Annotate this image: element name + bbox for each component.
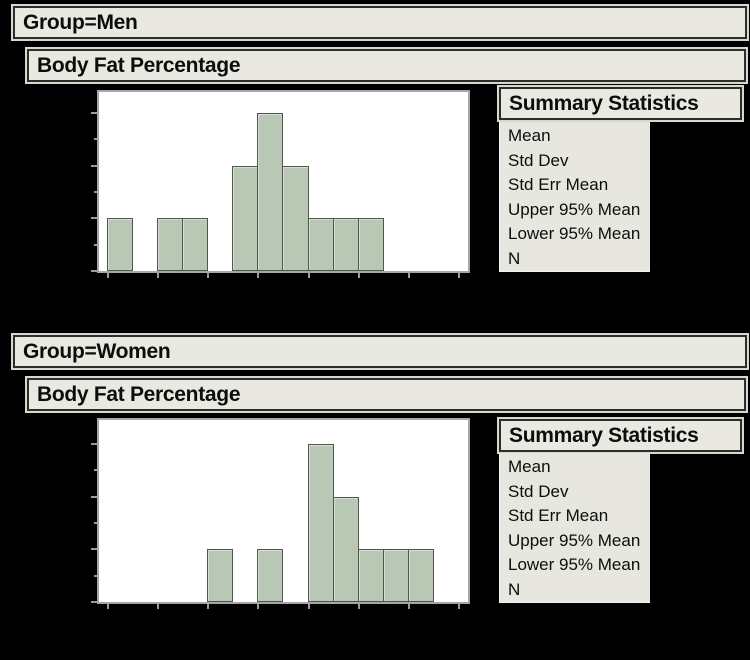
y-axis-minor-tick [94, 138, 97, 140]
y-axis-major-tick [91, 548, 97, 550]
group-header-women[interactable]: Group=Women [13, 335, 747, 368]
x-axis-tick [257, 273, 259, 278]
x-axis-tick [308, 604, 310, 609]
x-axis-tick [257, 604, 259, 609]
x-axis-tick [408, 273, 410, 278]
summary-header-men[interactable]: Summary Statistics [499, 87, 742, 120]
x-axis-tick [107, 273, 109, 278]
histogram-bar[interactable] [257, 549, 284, 602]
histogram-bar[interactable] [157, 218, 184, 271]
summary-header-women-label: Summary Statistics [509, 423, 699, 447]
y-axis-major-tick [91, 112, 97, 114]
summary-header-women[interactable]: Summary Statistics [499, 419, 742, 452]
x-axis-tick [207, 604, 209, 609]
histogram-bar[interactable] [307, 444, 334, 602]
group-header-men[interactable]: Group=Men [13, 6, 747, 39]
summary-row-upper-95-mean: Upper 95% Mean [508, 199, 641, 219]
summary-row-std-dev: Std Dev [508, 150, 569, 170]
panel-header-body-fat-men[interactable]: Body Fat Percentage [27, 49, 746, 82]
x-axis-tick [458, 273, 460, 278]
histogram-bar[interactable] [257, 113, 284, 271]
histogram-bar[interactable] [382, 549, 409, 602]
histogram-plot-men [91, 90, 470, 278]
histogram-bar[interactable] [207, 549, 234, 602]
group-header-women-label: Group=Women [23, 339, 171, 363]
summary-row-lower-95-mean: Lower 95% Mean [508, 224, 641, 244]
x-axis-tick [358, 273, 360, 278]
summary-row-upper-95-mean: Upper 95% Mean [508, 530, 641, 550]
histogram-bar[interactable] [232, 166, 259, 271]
y-axis-major-tick [91, 217, 97, 219]
histogram-bar[interactable] [107, 218, 134, 271]
summary-row-mean: Mean [508, 457, 551, 476]
y-axis-minor-tick [94, 522, 97, 524]
histogram-bar[interactable] [307, 218, 334, 271]
histogram-bar[interactable] [357, 218, 384, 271]
histogram-bar[interactable] [407, 549, 434, 602]
panel-header-men-label: Body Fat Percentage [37, 53, 241, 77]
summary-row-lower-95-mean: Lower 95% Mean [508, 555, 641, 575]
histogram-bar[interactable] [332, 218, 359, 271]
x-axis-tick [458, 604, 460, 609]
histogram-bar[interactable] [182, 218, 209, 271]
group-header-men-label: Group=Men [23, 10, 138, 34]
summary-row-std-dev: Std Dev [508, 481, 569, 501]
x-axis-tick [107, 604, 109, 609]
y-axis-minor-tick [94, 191, 97, 193]
x-axis-tick [308, 273, 310, 278]
y-axis-minor-tick [94, 244, 97, 246]
y-axis-major-tick [91, 601, 97, 603]
summary-row-n: N [508, 579, 521, 599]
y-axis-major-tick [91, 165, 97, 167]
histogram-bar[interactable] [282, 166, 309, 271]
y-axis-major-tick [91, 443, 97, 445]
x-axis-tick [207, 273, 209, 278]
y-axis-major-tick [91, 270, 97, 272]
y-axis-major-tick [91, 496, 97, 498]
histogram-bar[interactable] [332, 497, 359, 602]
summary-header-men-label: Summary Statistics [509, 91, 699, 115]
x-axis-tick [157, 273, 159, 278]
histogram-plot-women [91, 418, 470, 609]
panel-header-women-label: Body Fat Percentage [37, 382, 241, 406]
histogram-bar[interactable] [357, 549, 384, 602]
x-axis-tick [157, 604, 159, 609]
y-axis-minor-tick [94, 575, 97, 577]
x-axis-tick [358, 604, 360, 609]
summary-list-women: Mean Std Dev Std Err Mean Upper 95% Mean… [499, 453, 650, 603]
x-axis-tick [408, 604, 410, 609]
summary-row-std-err-mean: Std Err Mean [508, 175, 609, 195]
summary-list-men: Mean Std Dev Std Err Mean Upper 95% Mean… [499, 122, 650, 272]
summary-row-mean: Mean [508, 126, 551, 145]
y-axis-minor-tick [94, 469, 97, 471]
panel-header-body-fat-women[interactable]: Body Fat Percentage [27, 378, 746, 411]
summary-row-std-err-mean: Std Err Mean [508, 506, 609, 526]
summary-row-n: N [508, 248, 521, 268]
